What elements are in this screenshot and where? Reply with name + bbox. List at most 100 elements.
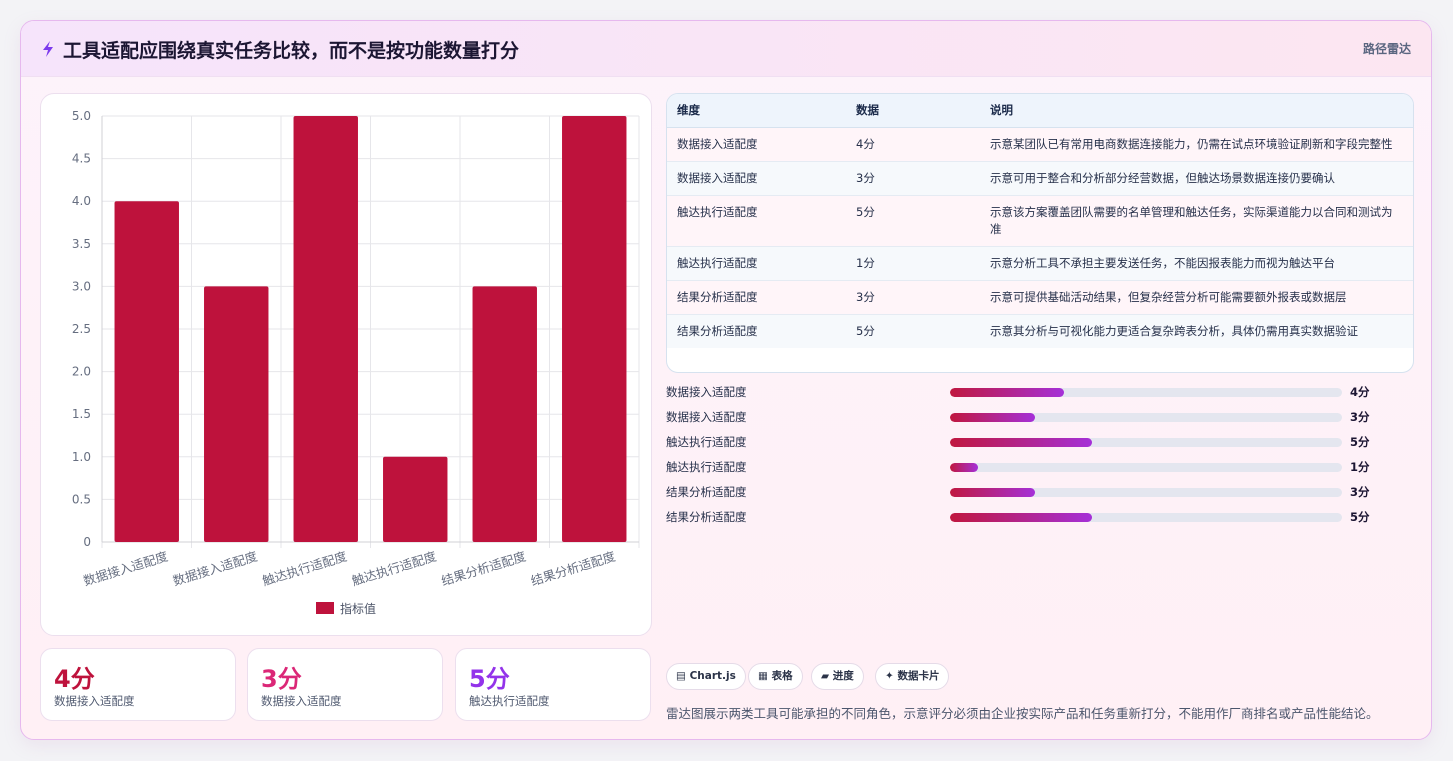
y-tick-label: 2.0 [72,365,91,379]
y-tick-label: 0.5 [72,492,91,506]
progress-fill [950,413,1036,422]
progress-fill [950,463,979,472]
card-header: 工具适配应围绕真实任务比较，而不是按功能数量打分 路径雷达 [21,21,1431,77]
bar [383,456,448,542]
data-table: 维度 数据 说明 数据接入适配度 4分 示意某团队已有常用电商数据连接能力，仍需… [666,93,1414,373]
progress-value: 3分 [1350,410,1370,424]
table-row: 结果分析适配度 5分 示意其分析与可视化能力更适合复杂跨表分析，具体仍需用真实数… [667,313,1413,348]
progress-row: 数据接入适配度 4分 [666,382,1426,402]
chip-label: 进度 [832,670,854,682]
cell-dimension: 触达执行适配度 [667,194,846,246]
bar [293,116,358,542]
cell-note: 示意其分析与可视化能力更适合复杂跨表分析，具体仍需用真实数据验证 [980,313,1413,348]
stat-label: 数据接入适配度 [54,694,135,708]
chip-label: 数据卡片 [897,670,940,682]
cell-note: 示意该方案覆盖团队需要的名单管理和触达任务，实际渠道能力以合同和测试为准 [980,194,1413,246]
column-header-note: 说明 [980,94,1413,128]
progress-value: 5分 [1350,510,1370,524]
y-tick-label: 4.0 [72,194,91,208]
progress-fill [950,488,1036,497]
y-tick-label: 5.0 [72,109,91,123]
stat-label: 触达执行适配度 [469,694,550,708]
chip-table[interactable]: ▦ 表格 [748,663,803,690]
cell-score: 3分 [846,279,980,314]
page-title: 工具适配应围绕真实任务比较，而不是按功能数量打分 [63,40,520,62]
stat-value: 4分 [54,665,95,693]
cell-score: 5分 [846,194,980,246]
y-tick-label: 0 [83,535,91,549]
chip-chartjs[interactable]: ▤ Chart.js [666,663,746,690]
table-row: 数据接入适配度 4分 示意某团队已有常用电商数据连接能力，仍需在试点环境验证刷新… [667,126,1413,161]
cell-dimension: 结果分析适配度 [667,279,846,314]
cell-note: 示意可提供基础活动结果，但复杂经营分析可能需要额外报表或数据层 [980,279,1413,314]
chart-icon: ▤ [676,670,686,682]
bar [562,116,627,542]
cell-score: 1分 [846,245,980,280]
x-tick-label: 触达执行适配度 [261,548,350,588]
progress-row: 触达执行适配度 5分 [666,432,1426,452]
bar [114,201,179,542]
progress-fill [950,388,1064,397]
stat-value: 3分 [261,665,302,693]
chip-label: 表格 [771,670,793,682]
cell-dimension: 数据接入适配度 [667,126,846,161]
cell-note: 示意可用于整合和分析部分经营数据，但触达场景数据连接仍要确认 [980,160,1413,195]
progress-fill [950,513,1093,522]
stat-card-2: 3分 数据接入适配度 [247,648,443,721]
x-tick-label: 结果分析适配度 [529,548,618,588]
progress-label: 数据接入适配度 [666,385,747,399]
progress-value: 4分 [1350,385,1370,399]
progress-label: 触达执行适配度 [666,460,747,474]
x-tick-label: 触达执行适配度 [350,548,439,588]
chip-label: Chart.js [689,670,736,682]
chip-data-card[interactable]: ✦ 数据卡片 [875,663,950,690]
progress-label: 结果分析适配度 [666,485,747,499]
cell-note: 示意分析工具不承担主要发送任务，不能因报表能力而视为触达平台 [980,245,1413,280]
table-row: 结果分析适配度 3分 示意可提供基础活动结果，但复杂经营分析可能需要额外报表或数… [667,279,1413,314]
progress-row: 结果分析适配度 3分 [666,482,1426,502]
lightning-icon [43,41,53,57]
progress-track [950,463,1342,472]
y-tick-label: 3.0 [72,279,91,293]
y-tick-label: 4.5 [72,152,91,166]
progress-track [950,488,1342,497]
cell-score: 3分 [846,160,980,195]
table-header-row: 维度 数据 说明 [667,94,1413,128]
stat-card-3: 5分 触达执行适配度 [455,648,651,721]
cell-score: 4分 [846,126,980,161]
cell-dimension: 触达执行适配度 [667,245,846,280]
stat-label: 数据接入适配度 [261,694,342,708]
table-row: 触达执行适配度 1分 示意分析工具不承担主要发送任务，不能因报表能力而视为触达平… [667,245,1413,280]
chip-progress[interactable]: ▰ 进度 [811,663,864,690]
legend-swatch [316,602,334,614]
cell-score: 5分 [846,313,980,348]
progress-icon: ▰ [821,670,830,682]
table-row: 数据接入适配度 3分 示意可用于整合和分析部分经营数据，但触达场景数据连接仍要确… [667,160,1413,195]
legend-label: 指标值 [340,601,376,616]
y-tick-label: 3.5 [72,237,91,251]
x-tick-label: 数据接入适配度 [171,548,260,588]
bar-chart: 0 0.5 1.0 1.5 2.0 2.5 3.0 3.5 4.0 4.5 5.0 数据接入适配度 数据… [72,109,640,616]
progress-value: 5分 [1350,435,1370,449]
bar [204,286,269,542]
progress-value: 1分 [1350,460,1370,474]
progress-row: 触达执行适配度 1分 [666,457,1426,477]
stat-value: 5分 [469,665,510,693]
cell-note: 示意某团队已有常用电商数据连接能力，仍需在试点环境验证刷新和字段完整性 [980,126,1413,161]
report-card: 工具适配应围绕真实任务比较，而不是按功能数量打分 路径雷达 0 0.5 1.0 1.5… [20,20,1432,740]
table-icon: ▦ [758,670,768,682]
x-tick-label: 数据接入适配度 [82,548,171,588]
column-header-dimension: 维度 [667,94,846,128]
y-tick-label: 1.0 [72,450,91,464]
progress-track [950,438,1342,447]
progress-row: 数据接入适配度 3分 [666,407,1426,427]
progress-label: 数据接入适配度 [666,410,747,424]
progress-track [950,388,1342,397]
sparkle-icon: ✦ [885,670,894,682]
header-tag: 路径雷达 [1362,42,1411,56]
bar-chart-panel: 0 0.5 1.0 1.5 2.0 2.5 3.0 3.5 4.0 4.5 5.0 数据接入适配度 数据… [40,93,652,636]
progress-row: 结果分析适配度 5分 [666,507,1426,527]
progress-fill [950,438,1093,447]
bar [472,286,537,542]
footnote: 雷达图展示两类工具可能承担的不同角色，示意评分必须由企业按实际产品和任务重新打分… [666,706,1379,721]
